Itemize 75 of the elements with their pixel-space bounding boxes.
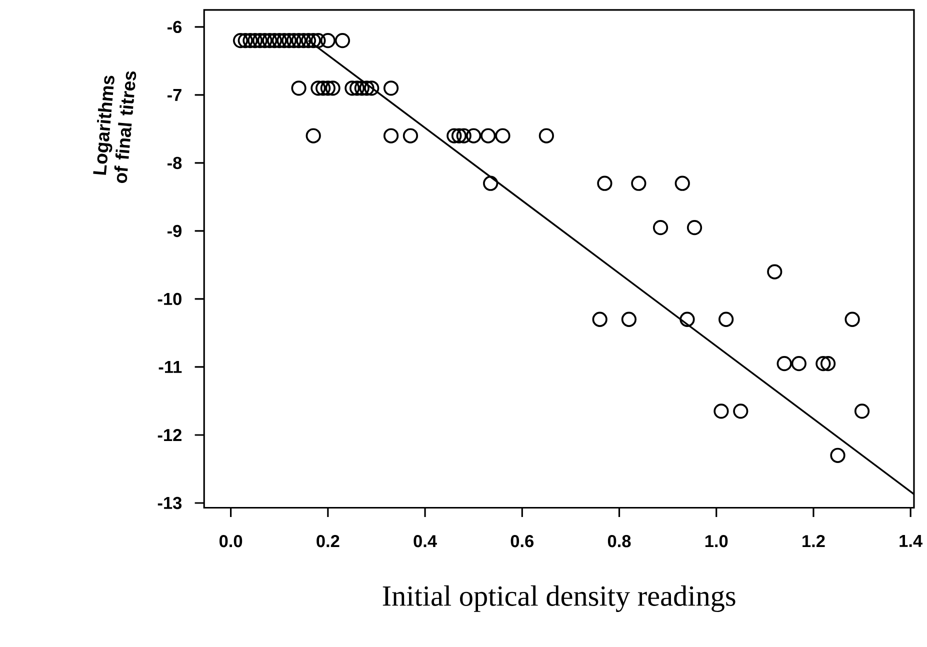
point <box>291 80 306 96</box>
point <box>483 176 498 191</box>
point <box>456 128 472 144</box>
x-tick-label: 1.2 <box>802 534 825 547</box>
point <box>310 32 326 48</box>
point <box>276 32 292 48</box>
point <box>306 32 321 48</box>
point <box>597 176 612 191</box>
point <box>767 264 782 280</box>
point <box>320 32 336 48</box>
point <box>266 32 282 48</box>
point <box>257 32 272 48</box>
y-tick-label: -11 <box>158 360 182 373</box>
point <box>538 128 554 144</box>
point <box>364 80 380 96</box>
x-tick-label: 1.4 <box>900 534 922 547</box>
point <box>252 32 268 48</box>
x-tick-label: 0.4 <box>414 534 437 548</box>
point <box>383 128 399 144</box>
point <box>272 32 287 48</box>
point <box>383 80 399 96</box>
point <box>248 32 263 48</box>
point <box>844 312 860 327</box>
point <box>466 128 482 144</box>
point <box>316 80 331 96</box>
point <box>820 356 836 372</box>
y-tick-label: -8 <box>167 156 182 170</box>
x-axis-title: Initial optical density readings <box>382 585 736 612</box>
point <box>325 80 340 96</box>
point <box>621 312 637 327</box>
y-tick-label: -12 <box>158 428 182 441</box>
point <box>402 128 418 144</box>
point <box>349 80 365 96</box>
point <box>791 356 806 372</box>
point <box>310 80 326 96</box>
point <box>359 80 374 96</box>
y-tick-label: -7 <box>167 88 182 101</box>
point <box>816 356 831 372</box>
point <box>592 312 608 327</box>
y-tick-label: -9 <box>167 224 182 238</box>
point <box>242 32 258 48</box>
point <box>451 128 467 144</box>
point <box>733 404 748 419</box>
point <box>334 32 350 48</box>
x-tick-label: 1.0 <box>705 534 728 548</box>
point <box>480 128 496 144</box>
point <box>680 312 695 327</box>
y-tick-label: -10 <box>158 292 182 306</box>
point <box>344 80 360 96</box>
point <box>686 220 702 236</box>
y-tick-label: -13 <box>158 496 182 510</box>
point <box>495 128 510 144</box>
point <box>306 128 321 144</box>
point <box>286 32 302 48</box>
point <box>320 80 336 96</box>
point <box>718 312 734 327</box>
point <box>300 32 316 48</box>
x-tick-label: 0.8 <box>608 534 631 548</box>
x-tick-label: 0.2 <box>316 534 340 548</box>
point <box>714 404 729 419</box>
x-tick-label: 0.0 <box>220 534 242 548</box>
point <box>776 356 792 372</box>
point <box>446 128 462 144</box>
point <box>262 32 278 48</box>
x-tick-label: 0.6 <box>510 534 534 548</box>
point <box>238 32 253 48</box>
point <box>631 176 646 191</box>
point <box>232 32 248 48</box>
point <box>674 176 690 191</box>
point <box>652 220 668 236</box>
point <box>282 32 297 48</box>
y-tick-label: -6 <box>167 20 182 33</box>
point <box>854 404 870 419</box>
y-axis-title: Logarithms of final titres <box>93 71 136 183</box>
point <box>830 448 846 463</box>
